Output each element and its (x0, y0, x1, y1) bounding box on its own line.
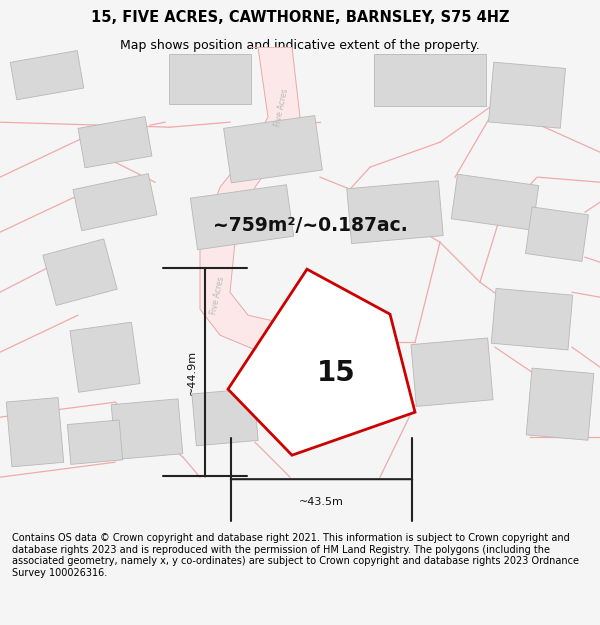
Polygon shape (43, 239, 117, 306)
Polygon shape (73, 174, 157, 231)
Text: 15, FIVE ACRES, CAWTHORNE, BARNSLEY, S75 4HZ: 15, FIVE ACRES, CAWTHORNE, BARNSLEY, S75… (91, 10, 509, 25)
Text: ~43.5m: ~43.5m (299, 497, 344, 507)
Text: 15: 15 (317, 359, 356, 387)
Polygon shape (169, 54, 251, 104)
Polygon shape (200, 48, 302, 355)
Polygon shape (526, 368, 594, 440)
Text: Map shows position and indicative extent of the property.: Map shows position and indicative extent… (120, 39, 480, 52)
Polygon shape (190, 185, 293, 249)
Polygon shape (526, 207, 589, 261)
Polygon shape (70, 322, 140, 392)
Polygon shape (111, 399, 183, 459)
Polygon shape (374, 54, 486, 106)
Polygon shape (192, 389, 258, 446)
Polygon shape (67, 420, 122, 464)
Polygon shape (451, 174, 539, 230)
Polygon shape (10, 51, 84, 100)
Text: ~44.9m: ~44.9m (187, 349, 197, 395)
Polygon shape (228, 269, 415, 455)
Text: ~759m²/~0.187ac.: ~759m²/~0.187ac. (212, 216, 407, 235)
Text: Five Acres: Five Acres (274, 88, 290, 127)
Polygon shape (347, 181, 443, 244)
Polygon shape (491, 288, 573, 350)
Text: Contains OS data © Crown copyright and database right 2021. This information is : Contains OS data © Crown copyright and d… (12, 533, 579, 578)
Polygon shape (78, 117, 152, 168)
Polygon shape (224, 116, 322, 183)
Polygon shape (6, 398, 64, 467)
Text: Five Acres: Five Acres (209, 276, 226, 315)
Polygon shape (488, 62, 565, 128)
Polygon shape (411, 338, 493, 406)
